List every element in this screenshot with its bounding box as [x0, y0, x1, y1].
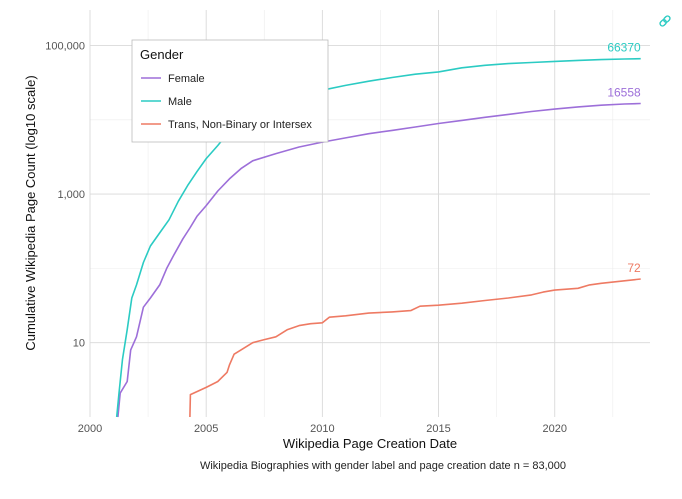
- x-tick-label: 2005: [194, 423, 218, 435]
- chart-caption: Wikipedia Biographies with gender label …: [200, 460, 566, 472]
- legend-label: Trans, Non-Binary or Intersex: [168, 119, 312, 131]
- x-tick-label: 2010: [310, 423, 334, 435]
- x-tick-label: 2015: [426, 423, 450, 435]
- legend-label: Male: [168, 96, 192, 108]
- x-tick-label: 2000: [78, 423, 102, 435]
- end-label-2: 72: [627, 261, 641, 275]
- series-line-0: [117, 102, 641, 418]
- legend-box: [131, 39, 329, 143]
- x-tick-labels: 2000 2005 2010 2015 2020: [78, 423, 567, 435]
- end-label-0: 16558: [607, 85, 641, 99]
- y-tick-label: 100,000: [45, 40, 85, 52]
- x-tick-label: 2020: [542, 423, 566, 435]
- legend: Gender Female Male Trans, Non-Binary or In…: [131, 39, 329, 143]
- legend-label: Female: [168, 73, 205, 85]
- series-line-2: [189, 278, 641, 418]
- x-axis-title: Wikipedia Page Creation Date: [283, 436, 457, 451]
- legend-items: Female Male Trans, Non-Binary or Intersex: [141, 73, 312, 131]
- y-tick-label: 1,000: [57, 189, 85, 201]
- y-axis-title: Cumulative Wikipedia Page Count (log10 s…: [23, 75, 38, 350]
- y-tick-label: 10: [73, 338, 85, 350]
- end-labels: 16558 66370 72: [607, 41, 641, 275]
- legend-title: Gender: [140, 47, 184, 62]
- y-tick-labels: 10 1,000 100,000: [45, 40, 85, 349]
- end-label-1: 66370: [607, 41, 641, 55]
- link-icon[interactable]: [659, 15, 671, 27]
